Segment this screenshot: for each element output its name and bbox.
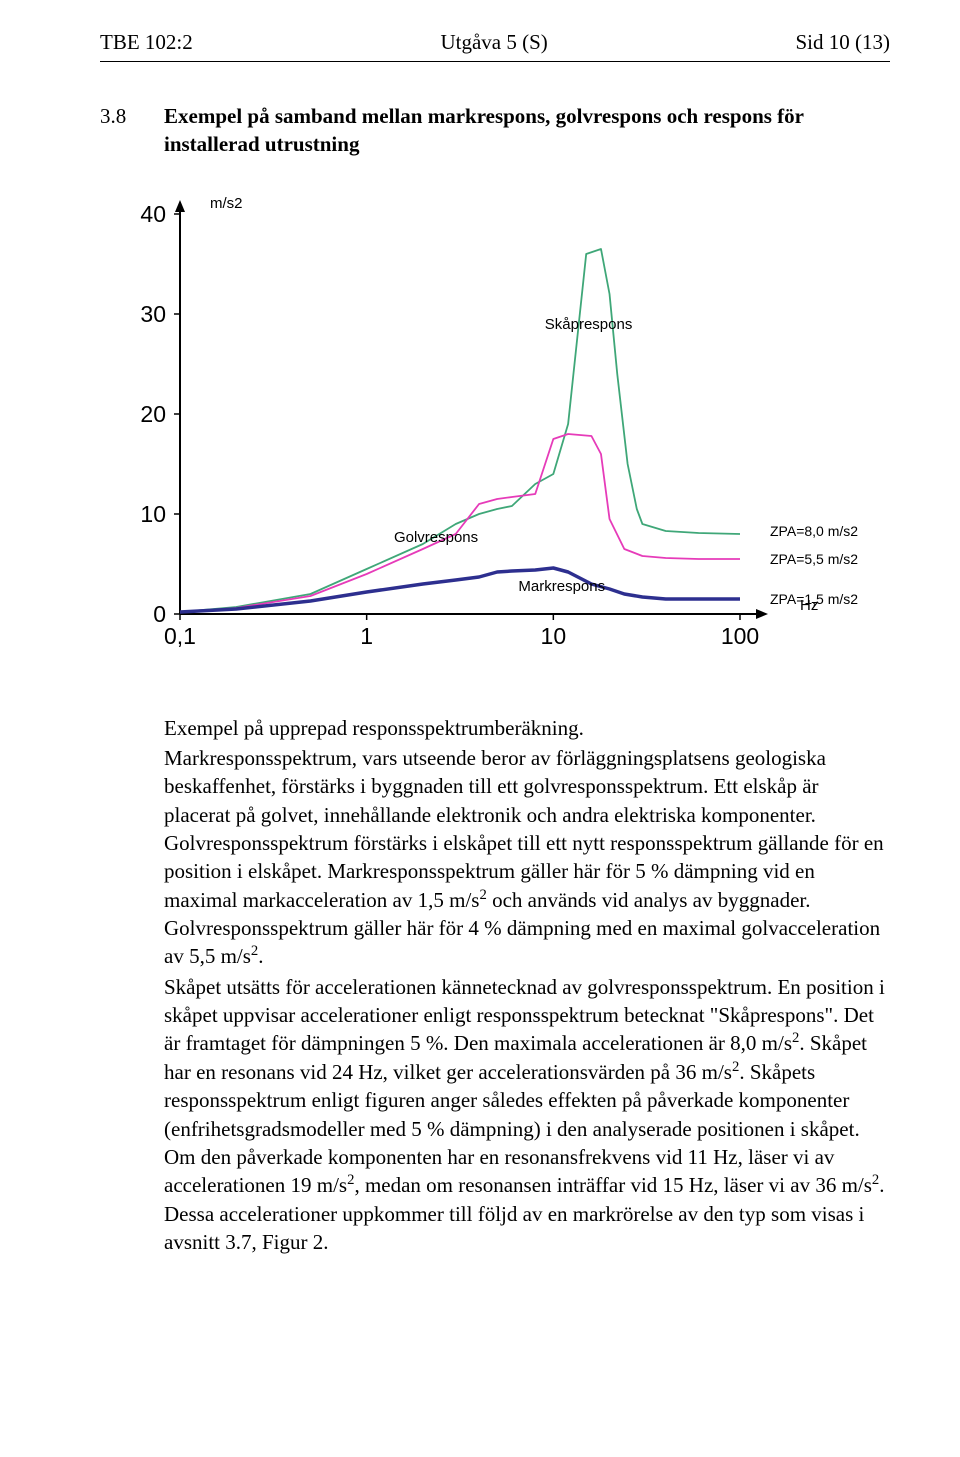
response-spectrum-chart: 0102030400,1110100m/s2HzSkåpresponsZPA=8…	[100, 184, 890, 684]
svg-text:30: 30	[140, 301, 166, 327]
body-text: Exempel på upprepad responsspektrumberäk…	[164, 714, 890, 1257]
section-heading: 3.8 Exempel på samband mellan markrespon…	[100, 102, 890, 159]
doc-id: TBE 102:2	[100, 30, 193, 55]
svg-text:Markrespons: Markrespons	[518, 578, 605, 595]
edition: Utgåva 5 (S)	[440, 30, 547, 55]
svg-text:1: 1	[360, 623, 373, 649]
svg-text:20: 20	[140, 401, 166, 427]
svg-text:40: 40	[140, 201, 166, 227]
header-rule	[100, 61, 890, 62]
page-num: Sid 10 (13)	[796, 30, 891, 55]
page-header: TBE 102:2 Utgåva 5 (S) Sid 10 (13)	[100, 30, 890, 55]
paragraph-skap: Skåpet utsätts för accelerationen kännet…	[164, 973, 890, 1256]
svg-text:ZPA=1,5 m/s2: ZPA=1,5 m/s2	[770, 591, 858, 607]
svg-text:100: 100	[721, 623, 759, 649]
svg-text:ZPA=5,5 m/s2: ZPA=5,5 m/s2	[770, 551, 858, 567]
paragraph-intro: Exempel på upprepad responsspektrumberäk…	[164, 714, 890, 742]
paragraph-main: Markresponsspektrum, vars utseende beror…	[164, 744, 890, 971]
svg-text:m/s2: m/s2	[210, 195, 243, 212]
svg-text:Skåprespons: Skåprespons	[545, 316, 633, 333]
svg-text:10: 10	[140, 501, 166, 527]
svg-text:0,1: 0,1	[164, 623, 196, 649]
section-title: Exempel på samband mellan markrespons, g…	[164, 102, 890, 159]
svg-text:ZPA=8,0 m/s2: ZPA=8,0 m/s2	[770, 523, 858, 539]
section-number: 3.8	[100, 102, 134, 159]
svg-text:Golvrespons: Golvrespons	[394, 529, 478, 546]
svg-text:10: 10	[541, 623, 567, 649]
